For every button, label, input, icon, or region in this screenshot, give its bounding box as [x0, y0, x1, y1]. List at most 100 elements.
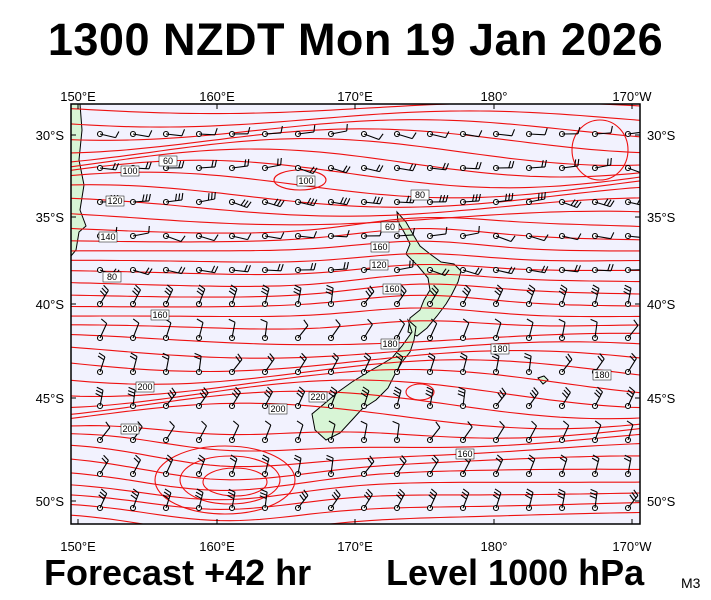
wind-barb	[161, 352, 170, 376]
x-tick-top-2: 170°E	[337, 89, 373, 104]
wind-barb	[426, 194, 449, 206]
contour-label: 180	[380, 338, 400, 350]
wind-barb	[294, 352, 307, 376]
wind-barb	[591, 386, 603, 410]
wind-barb	[558, 420, 570, 444]
isotach-line	[71, 216, 640, 234]
isotach-line	[71, 502, 640, 522]
wind-barb	[162, 266, 186, 275]
isotach-line	[71, 294, 640, 308]
wind-barb	[260, 318, 269, 342]
wind-barb	[492, 160, 515, 172]
wind-barb	[96, 162, 120, 172]
wind-barb	[591, 284, 600, 308]
wind-barb	[558, 454, 568, 478]
wind-barb	[228, 284, 238, 308]
wind-barb	[523, 352, 533, 376]
wind-barb	[228, 158, 250, 172]
wind-barb	[129, 352, 138, 376]
wind-barb	[459, 421, 473, 444]
frame-ticks	[71, 104, 640, 524]
wind-barb	[129, 225, 150, 240]
wind-barb	[426, 266, 450, 277]
isotach-line	[71, 402, 640, 430]
wind-barb	[227, 488, 236, 512]
wind-barb	[129, 454, 141, 478]
isotach-loop	[571, 119, 629, 181]
wind-barb	[492, 420, 505, 444]
isotach-line	[71, 341, 640, 359]
contour-label: 200	[135, 381, 155, 393]
isotach-line	[71, 210, 640, 226]
isotach-line	[71, 171, 640, 199]
wind-barb	[327, 420, 336, 444]
wind-barb	[492, 284, 504, 308]
wind-barb	[624, 232, 640, 240]
wind-barb	[591, 198, 615, 208]
wind-barb	[195, 284, 206, 308]
isotach-line	[71, 119, 640, 141]
wind-barb	[558, 264, 582, 274]
wind-barb	[525, 387, 539, 410]
wind-barb	[492, 266, 516, 275]
wind-barb	[591, 157, 612, 172]
contour-label: 160	[150, 309, 170, 321]
isotach-line	[71, 359, 640, 385]
wind-barb	[459, 193, 481, 206]
isotach-line	[71, 110, 640, 128]
wind-barb	[129, 318, 140, 342]
wind-barb	[393, 488, 405, 512]
wind-barb	[293, 454, 302, 478]
contour-label: 100	[120, 165, 140, 177]
isotach-loop	[179, 455, 281, 505]
wind-barb	[492, 387, 507, 410]
svg-text:220: 220	[310, 392, 325, 402]
isotach-line	[71, 273, 640, 287]
wind-barb	[525, 318, 534, 342]
wind-barb	[393, 130, 417, 140]
svg-text:120: 120	[371, 260, 386, 270]
isotach-line	[71, 263, 640, 276]
wind-barb	[162, 284, 174, 308]
svg-text:60: 60	[163, 156, 173, 166]
wind-barb	[624, 352, 637, 376]
wind-barb	[459, 266, 483, 276]
wind-barb	[426, 226, 448, 240]
wind-barb	[127, 386, 137, 410]
wind-barb	[491, 352, 500, 376]
wind-barb	[624, 319, 639, 342]
forecast-label: Forecast +42 hr	[44, 552, 312, 593]
wind-barb	[360, 455, 375, 478]
wind-barb	[195, 191, 216, 206]
wind-barb	[96, 454, 109, 478]
wind-barb	[426, 162, 450, 172]
contour-label: 200	[120, 423, 140, 435]
contour-label: 180	[490, 343, 510, 355]
x-tick-top-3: 180°	[481, 89, 508, 104]
contour-label: 60	[380, 221, 400, 233]
svg-text:160: 160	[457, 449, 472, 459]
svg-text:60: 60	[385, 222, 395, 232]
wind-barb	[525, 191, 546, 206]
wind-barb	[228, 386, 241, 410]
wind-barb	[393, 227, 415, 240]
isotach-line	[71, 283, 640, 298]
wind-barb	[557, 488, 566, 512]
wind-barb	[393, 455, 407, 478]
isotach-loop	[202, 467, 268, 497]
svg-text:200: 200	[270, 404, 285, 414]
wind-barb	[459, 284, 471, 308]
wind-barb	[162, 232, 186, 243]
wind-barb	[162, 192, 184, 206]
wind-barb	[228, 318, 236, 342]
wind-barb	[195, 387, 209, 410]
wind-barb	[327, 352, 339, 376]
wind-barb	[294, 164, 318, 175]
wind-barb	[492, 454, 504, 478]
wind-barb	[195, 159, 217, 172]
wind-barb	[492, 192, 514, 206]
x-tick-top-0: 150°E	[60, 89, 96, 104]
wind-barb	[558, 386, 571, 410]
y-tick-right-4: 50°S	[647, 494, 676, 509]
isotach-line	[71, 128, 640, 154]
